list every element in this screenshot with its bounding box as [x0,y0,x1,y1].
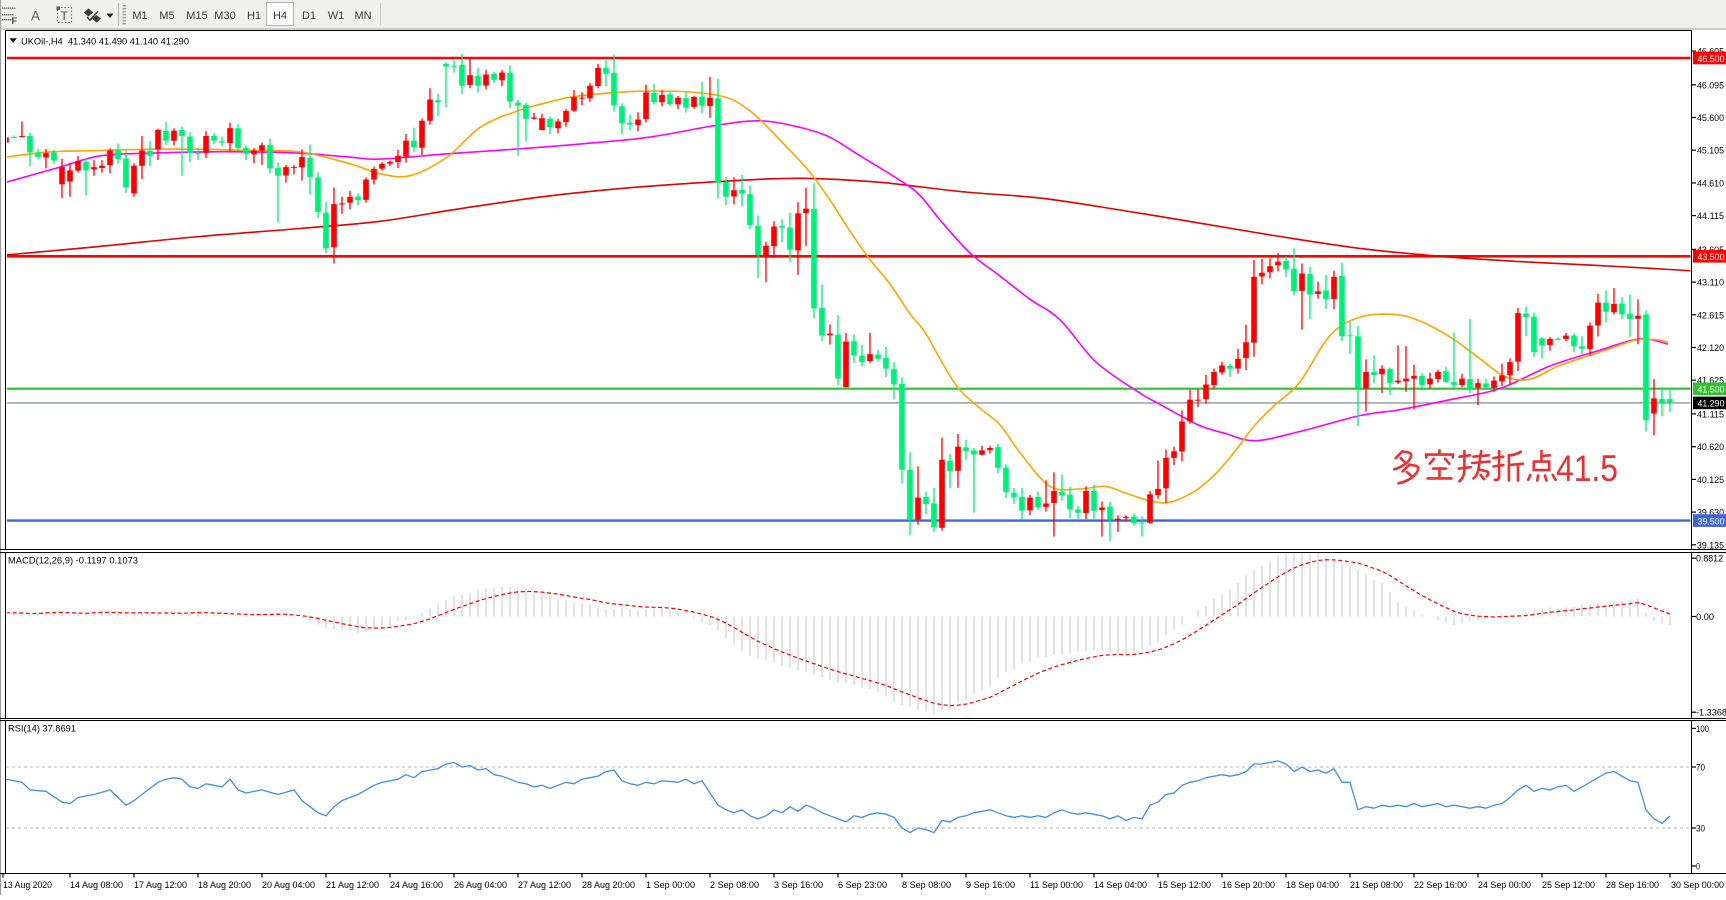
svg-text:8 Sep 08:00: 8 Sep 08:00 [902,880,951,891]
svg-text:30: 30 [1696,824,1705,835]
svg-text:H4: H4 [273,10,287,22]
svg-text:42.120: 42.120 [1697,343,1724,354]
svg-text:18 Aug 20:00: 18 Aug 20:00 [198,880,251,891]
svg-text:UKOil-,H4 41.340 41.490 41.14: UKOil-,H4 41.340 41.490 41.140 41.290 [21,37,189,48]
svg-text:21 Sep 08:00: 21 Sep 08:00 [1350,880,1403,891]
svg-text:22 Sep 16:00: 22 Sep 16:00 [1414,880,1467,891]
svg-text:11 Sep 00:00: 11 Sep 00:00 [1030,880,1083,891]
svg-text:2 Sep 08:00: 2 Sep 08:00 [710,880,759,891]
svg-text:100: 100 [1696,724,1709,735]
svg-text:43.500: 43.500 [1698,252,1725,263]
svg-text:28 Sep 16:00: 28 Sep 16:00 [1606,880,1659,891]
svg-text:16 Sep 20:00: 16 Sep 20:00 [1222,880,1275,891]
svg-text:3 Sep 16:00: 3 Sep 16:00 [774,880,823,891]
svg-text:44.115: 44.115 [1697,211,1724,222]
svg-text:27 Aug 12:00: 27 Aug 12:00 [518,880,571,891]
svg-text:42.615: 42.615 [1697,310,1724,321]
svg-text:F: F [12,16,18,26]
svg-text:40.125: 40.125 [1697,475,1724,486]
svg-text:39.500: 39.500 [1698,516,1725,527]
svg-text:M5: M5 [159,10,174,22]
svg-text:RSI(14) 37.8691: RSI(14) 37.8691 [8,724,76,735]
svg-text:D1: D1 [302,10,316,22]
svg-text:20 Aug 04:00: 20 Aug 04:00 [262,880,315,891]
svg-text:70: 70 [1696,763,1705,774]
svg-text:44.610: 44.610 [1697,178,1724,189]
svg-text:41.625: 41.625 [1697,376,1724,387]
svg-text:24 Sep 00:00: 24 Sep 00:00 [1478,880,1531,891]
svg-text:41.500: 41.500 [1698,385,1725,396]
svg-text:21 Aug 12:00: 21 Aug 12:00 [326,880,379,891]
svg-text:MN: MN [354,10,371,22]
svg-text:40.620: 40.620 [1697,442,1724,453]
svg-text:MACD(12,26,9) -0.1197 0.1073: MACD(12,26,9) -0.1197 0.1073 [8,556,138,567]
svg-text:45.600: 45.600 [1697,113,1724,124]
svg-text:46.095: 46.095 [1697,80,1724,91]
svg-text:M15: M15 [186,10,207,22]
svg-text:0: 0 [1696,862,1700,873]
svg-text:45.105: 45.105 [1697,146,1724,157]
svg-text:1 Sep 00:00: 1 Sep 00:00 [646,880,695,891]
svg-text:39.135: 39.135 [1697,540,1724,551]
svg-text:9 Sep 16:00: 9 Sep 16:00 [966,880,1015,891]
svg-text:41.5: 41.5 [1556,448,1618,489]
svg-text:24 Aug 16:00: 24 Aug 16:00 [390,880,443,891]
svg-text:25 Sep 12:00: 25 Sep 12:00 [1542,880,1595,891]
svg-text:0.8812: 0.8812 [1696,554,1723,565]
svg-text:39.630: 39.630 [1697,508,1724,519]
svg-text:41.115: 41.115 [1697,409,1724,420]
svg-text:43.110: 43.110 [1697,278,1724,289]
svg-text:6 Sep 23:00: 6 Sep 23:00 [838,880,887,891]
svg-text:H1: H1 [247,10,261,22]
svg-text:A: A [31,9,40,24]
svg-text:14 Sep 04:00: 14 Sep 04:00 [1094,880,1147,891]
svg-text:18 Sep 04:00: 18 Sep 04:00 [1286,880,1339,891]
svg-text:15 Sep 12:00: 15 Sep 12:00 [1158,880,1211,891]
svg-text:M30: M30 [214,10,235,22]
svg-text:28 Aug 20:00: 28 Aug 20:00 [582,880,635,891]
svg-text:46.500: 46.500 [1698,54,1725,65]
svg-text:13 Aug 2020: 13 Aug 2020 [3,880,52,891]
svg-text:26 Aug 04:00: 26 Aug 04:00 [454,880,507,891]
svg-text:W1: W1 [328,10,345,22]
svg-text:-1.3368: -1.3368 [1696,708,1726,719]
svg-text:17 Aug 12:00: 17 Aug 12:00 [134,880,187,891]
svg-text:0.00: 0.00 [1696,612,1714,623]
svg-text:T: T [61,9,69,23]
svg-text:30 Sep 00:00: 30 Sep 00:00 [1671,880,1724,891]
svg-text:M1: M1 [132,10,147,22]
svg-text:41.290: 41.290 [1698,399,1725,410]
svg-text:14 Aug 08:00: 14 Aug 08:00 [70,880,123,891]
